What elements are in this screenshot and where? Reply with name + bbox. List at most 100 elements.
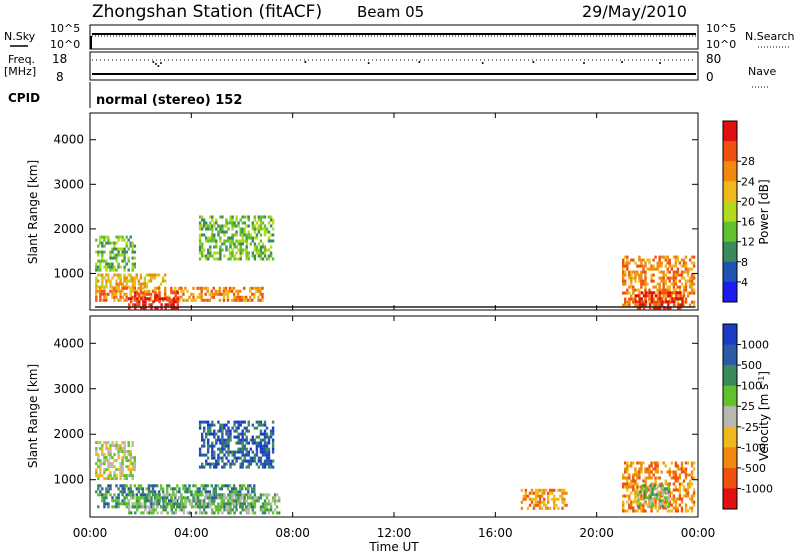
velocity-cell: [661, 484, 664, 488]
power-cell: [203, 224, 206, 228]
velocity-cell: [636, 488, 639, 492]
velocity-cell: [644, 500, 647, 504]
power-cell: [624, 297, 627, 301]
velocity-cell: [682, 485, 686, 489]
velocity-cell: [235, 496, 238, 500]
power-cell: [679, 306, 682, 310]
velocity-cell: [672, 488, 676, 492]
velocity-cell: [267, 441, 271, 445]
power-cell: [251, 292, 254, 296]
velocity-cell: [638, 467, 641, 471]
velocity-cell: [229, 432, 232, 436]
power-region: [128, 291, 179, 310]
power-cell: [170, 286, 173, 290]
power-cell: [202, 286, 205, 290]
power-cell: [671, 291, 674, 295]
velocity-cell: [251, 490, 254, 494]
velocity-cell: [638, 485, 641, 489]
velocity-cell: [688, 479, 692, 483]
power-cell: [259, 233, 263, 237]
power-cell: [660, 264, 663, 268]
velocity-cell: [237, 456, 240, 460]
power-cell: [263, 215, 267, 219]
power-cell: [638, 306, 642, 310]
velocity-cell: [656, 461, 659, 465]
velocity-cell: [217, 502, 220, 506]
power-cell: [218, 298, 222, 302]
power-cell: [136, 300, 139, 304]
velocity-cell: [651, 490, 654, 494]
x-tick-label: 08:00: [275, 526, 310, 540]
velocity-cell: [263, 493, 267, 497]
power-cell: [658, 285, 661, 289]
velocity-cell: [97, 456, 100, 460]
velocity-cell: [534, 503, 538, 507]
velocity-cell: [134, 511, 137, 515]
power-cell: [676, 294, 680, 298]
power-cell: [659, 300, 662, 304]
power-cell: [125, 244, 128, 248]
velocity-cell: [684, 488, 688, 492]
power-cell: [642, 270, 645, 274]
velocity-cell: [267, 435, 271, 439]
velocity-cell: [672, 470, 676, 474]
velocity-cell: [553, 503, 556, 507]
velocity-cell: [636, 476, 639, 480]
power-cell: [241, 242, 244, 246]
velocity-cell: [526, 494, 530, 498]
velocity-cell: [215, 459, 218, 463]
velocity-cell: [622, 485, 625, 489]
velocity-cell: [99, 459, 102, 463]
power-cell: [200, 292, 203, 296]
velocity-cell: [117, 444, 120, 448]
power-cell: [144, 303, 147, 307]
velocity-cell: [642, 506, 645, 510]
velocity-cell: [253, 499, 257, 503]
power-cell: [117, 247, 120, 251]
velocity-cell: [245, 429, 248, 433]
power-cell: [676, 273, 680, 277]
power-cell: [203, 248, 206, 252]
velocity-cell: [690, 476, 694, 480]
power-cell: [141, 286, 145, 290]
power-cell: [125, 298, 128, 302]
velocity-cell: [225, 502, 228, 506]
velocity-cell: [227, 441, 230, 445]
velocity-cell: [201, 502, 204, 506]
velocity-cell: [133, 456, 136, 460]
power-cell: [672, 291, 676, 295]
power-cell: [205, 254, 208, 258]
velocity-cell: [203, 511, 206, 515]
power-cell: [675, 297, 678, 301]
velocity-cell: [261, 438, 265, 442]
velocity-cell: [205, 496, 208, 500]
velocity-cell: [646, 485, 649, 489]
power-cell: [205, 236, 208, 240]
velocity-cell: [203, 502, 206, 506]
velocity-cell: [643, 484, 646, 488]
power-cell: [201, 218, 204, 222]
velocity-cell: [640, 470, 643, 474]
power-colorbar-swatch: [723, 121, 737, 142]
velocity-cell: [95, 450, 98, 454]
power-cell: [107, 273, 110, 277]
velocity-cell: [692, 494, 696, 498]
velocity-cell: [97, 484, 100, 488]
power-cell: [151, 289, 155, 293]
power-cell: [241, 230, 244, 234]
power-cell: [656, 300, 659, 304]
velocity-cell: [649, 490, 652, 494]
power-cell: [677, 303, 680, 307]
velocity-cell: [543, 488, 546, 492]
power-cell: [253, 242, 257, 246]
velocity-cell: [241, 502, 244, 506]
power-cell: [143, 279, 147, 283]
power-cell: [133, 262, 136, 266]
power-cell: [253, 292, 256, 296]
velocity-cell: [628, 506, 631, 510]
velocity-cell: [109, 484, 112, 488]
velocity-cell: [213, 429, 216, 433]
velocity-cell: [103, 468, 106, 472]
power-cell: [638, 294, 641, 298]
power-cell: [219, 254, 222, 258]
